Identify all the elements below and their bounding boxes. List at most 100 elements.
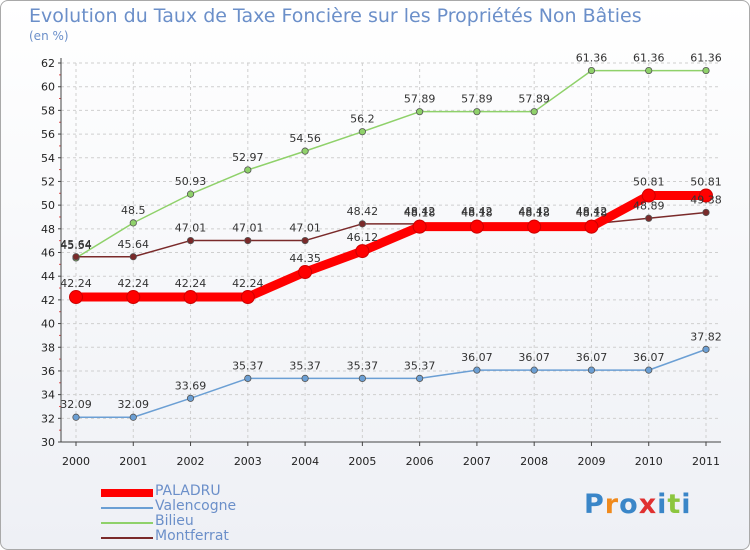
data-label-montferrat-2000: 45.64 [60,238,92,251]
proxiti-logo: Proxiti [584,489,692,520]
y-tick-label-44: 44 [41,270,55,283]
logo-letter-3: x [638,489,658,520]
x-tick-label-2005: 2005 [348,455,376,468]
data-label-montferrat-2007: 48.42 [461,205,493,218]
point-valencogne-2008 [530,366,538,374]
legend-label-montferrat: Montferrat [155,528,229,544]
point-valencogne-2009 [587,366,596,374]
data-label-bilieu-2003: 52.97 [232,151,264,164]
data-label-montferrat-2005: 48.42 [347,205,379,218]
y-tick-label-48: 48 [41,223,55,236]
y-tick-label-52: 52 [41,175,55,188]
series-line-valencogne [75,348,707,418]
x-tick-label-2010: 2010 [635,455,663,468]
point-montferrat-2005 [358,220,366,228]
data-label-bilieu-2006: 57.89 [404,93,436,106]
point-bilieu-2010 [645,66,653,75]
y-axis-unit: (en %) [29,29,69,43]
data-label-montferrat-2003: 47.01 [232,222,264,235]
point-valencogne-2000 [72,413,80,421]
point-montferrat-2003 [244,236,252,245]
legend-swatch-bilieu [101,522,153,524]
point-montferrat-2004 [301,236,309,245]
y-tick-label-60: 60 [41,81,55,94]
data-label-montferrat-2011: 49.38 [690,193,722,206]
x-tick-label-2000: 2000 [62,455,90,468]
point-montferrat-2002 [186,236,195,245]
point-bilieu-2011 [702,66,710,75]
y-tick-label-50: 50 [41,199,55,212]
point-valencogne-2007 [473,366,481,374]
data-label-valencogne-2010: 36.07 [633,351,665,364]
point-montferrat-2010 [645,214,653,222]
data-label-montferrat-2006: 48.42 [404,205,436,218]
chart-title: Evolution du Taux de Taxe Foncière sur l… [29,5,642,27]
point-valencogne-2003 [244,374,252,382]
data-label-bilieu-2007: 57.89 [461,93,493,106]
data-label-valencogne-2008: 36.07 [518,351,550,364]
y-tick-label-36: 36 [41,365,55,378]
point-paladru-2011 [699,188,713,203]
y-tick-label-34: 34 [41,389,55,402]
data-label-bilieu-2010: 61.36 [633,52,665,65]
y-tick-label-32: 32 [41,412,55,425]
point-montferrat-2001 [129,253,137,261]
data-label-paladru-2007: 48.18 [461,207,493,220]
logo-letter-4: i [657,489,668,520]
x-tick-label-2002: 2002 [177,455,205,468]
logo-letter-6: i [681,489,692,520]
y-tick-label-42: 42 [41,294,55,307]
x-tick-label-2011: 2011 [692,455,720,468]
data-label-montferrat-2010: 48.89 [633,199,665,212]
data-label-montferrat-2001: 45.64 [118,238,150,251]
point-montferrat-2011 [702,208,710,217]
data-label-valencogne-2006: 35.37 [404,359,436,372]
data-label-paladru-2009: 48.18 [576,207,608,220]
point-paladru-2004 [298,265,313,280]
point-bilieu-2008 [530,108,538,116]
point-bilieu-2003 [244,166,252,174]
x-tick-label-2003: 2003 [234,455,262,468]
data-label-paladru-2002: 42.24 [175,277,207,290]
point-bilieu-2009 [587,66,596,75]
data-label-paladru-2008: 48.18 [518,207,550,220]
grid [61,62,721,443]
data-label-montferrat-2008: 48.42 [518,205,550,218]
data-label-valencogne-2004: 35.37 [289,359,321,372]
data-label-paladru-2006: 48.18 [404,207,436,220]
y-tick-label-46: 46 [41,247,55,260]
data-label-montferrat-2009: 48.42 [576,205,608,218]
data-label-paladru-2004: 44.35 [289,252,321,265]
y-tick-label-62: 62 [41,57,55,70]
data-label-bilieu-2009: 61.36 [576,52,608,65]
point-paladru-2001 [126,290,141,305]
logo-letter-2: o [619,489,639,520]
data-label-bilieu-2000: 45.54 [60,239,92,252]
y-tick-label-58: 58 [41,104,55,117]
point-paladru-2008 [527,219,542,234]
x-tick-label-2008: 2008 [520,455,548,468]
data-label-valencogne-2005: 35.37 [347,359,379,372]
x-tick-label-2009: 2009 [577,455,605,468]
data-label-bilieu-2005: 56.2 [350,113,375,126]
point-valencogne-2011 [702,345,710,353]
point-valencogne-2006 [416,374,424,382]
point-paladru-2000 [69,290,83,305]
x-tick-label-2001: 2001 [119,455,147,468]
point-bilieu-2005 [358,128,366,136]
data-label-valencogne-2001: 32.09 [118,398,150,411]
y-tick-label-54: 54 [41,152,55,165]
point-paladru-2003 [240,290,255,305]
data-label-bilieu-2008: 57.89 [518,93,550,106]
data-label-montferrat-2002: 47.01 [175,222,207,235]
legend-swatch-paladru [101,489,153,497]
data-label-montferrat-2004: 47.01 [289,222,321,235]
point-paladru-2005 [355,244,370,259]
point-paladru-2006 [412,219,427,234]
data-label-paladru-2003: 42.24 [232,277,264,290]
point-valencogne-2002 [186,394,195,402]
logo-letter-1: r [604,489,620,520]
point-bilieu-2007 [473,108,481,116]
